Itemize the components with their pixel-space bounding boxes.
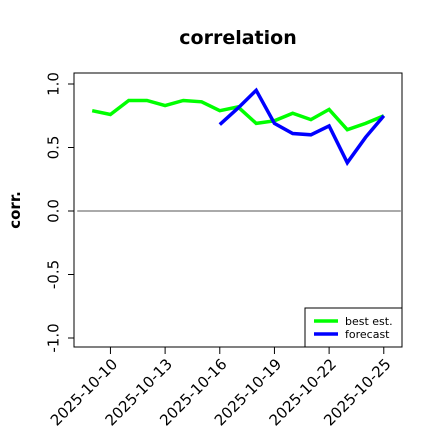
y-tick-label: -1.0 (45, 323, 63, 352)
legend: best est.forecast (304, 307, 403, 348)
series-line-best-est (91, 98, 385, 132)
x-axis: 2025-10-102025-10-132025-10-162025-10-19… (47, 346, 395, 429)
y-tick-label: -0.5 (45, 260, 63, 289)
legend-label: forecast (345, 328, 390, 341)
y-tick-label: 1.0 (45, 72, 63, 96)
series-layer (91, 87, 386, 167)
series-line-forecast (218, 87, 386, 167)
y-tick-label: 0.0 (45, 199, 63, 223)
legend-label: best est. (345, 315, 393, 328)
y-tick-label: 0.5 (45, 136, 63, 160)
y-axis: -1.0 -0.5 0.0 0.5 1.0 (45, 72, 74, 353)
plot-frame (73, 72, 403, 348)
legend-box (304, 307, 403, 348)
y-axis-label: corr. (6, 191, 24, 229)
chart-title: correlation (179, 27, 296, 49)
